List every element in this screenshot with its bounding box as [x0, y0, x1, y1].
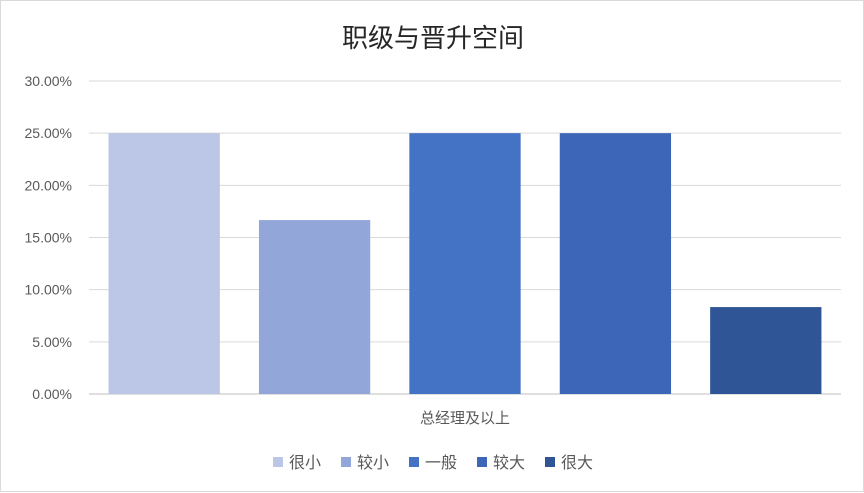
bar-3 [409, 133, 521, 394]
y-tick-label: 25.00% [25, 125, 72, 141]
y-tick-label: 15.00% [25, 230, 72, 246]
x-category-label: 总经理及以上 [420, 409, 510, 427]
y-tick-label: 30.00% [25, 73, 72, 89]
bar-5 [710, 307, 822, 394]
legend-swatch [341, 457, 351, 467]
y-tick-label: 0.00% [32, 386, 72, 402]
legend-swatch [545, 457, 555, 467]
x-axis: 总经理及以上 [420, 409, 510, 427]
bar-4 [559, 133, 672, 394]
chart-title: 职级与晋升空间 [342, 24, 524, 54]
y-tick-label: 20.00% [25, 177, 72, 193]
bar-2 [258, 220, 371, 394]
y-axis-ticks: 0.00% 5.00% 10.00% 15.00% 20.00% 25.00% 30.00% [25, 73, 72, 402]
legend-label: 很大 [561, 453, 593, 472]
bars [108, 133, 822, 394]
legend-label: 较大 [493, 453, 525, 472]
legend-swatch [273, 457, 283, 467]
y-tick-label: 10.00% [25, 282, 72, 298]
legend-label: 一般 [425, 453, 457, 472]
legend-swatch [409, 457, 419, 467]
legend: 很小 较小 一般 较大 很大 [273, 453, 593, 472]
legend-label: 很小 [289, 453, 321, 472]
legend-swatch [477, 457, 487, 467]
legend-label: 较小 [357, 453, 389, 472]
y-tick-label: 5.00% [32, 334, 72, 350]
bar-1 [108, 133, 220, 394]
